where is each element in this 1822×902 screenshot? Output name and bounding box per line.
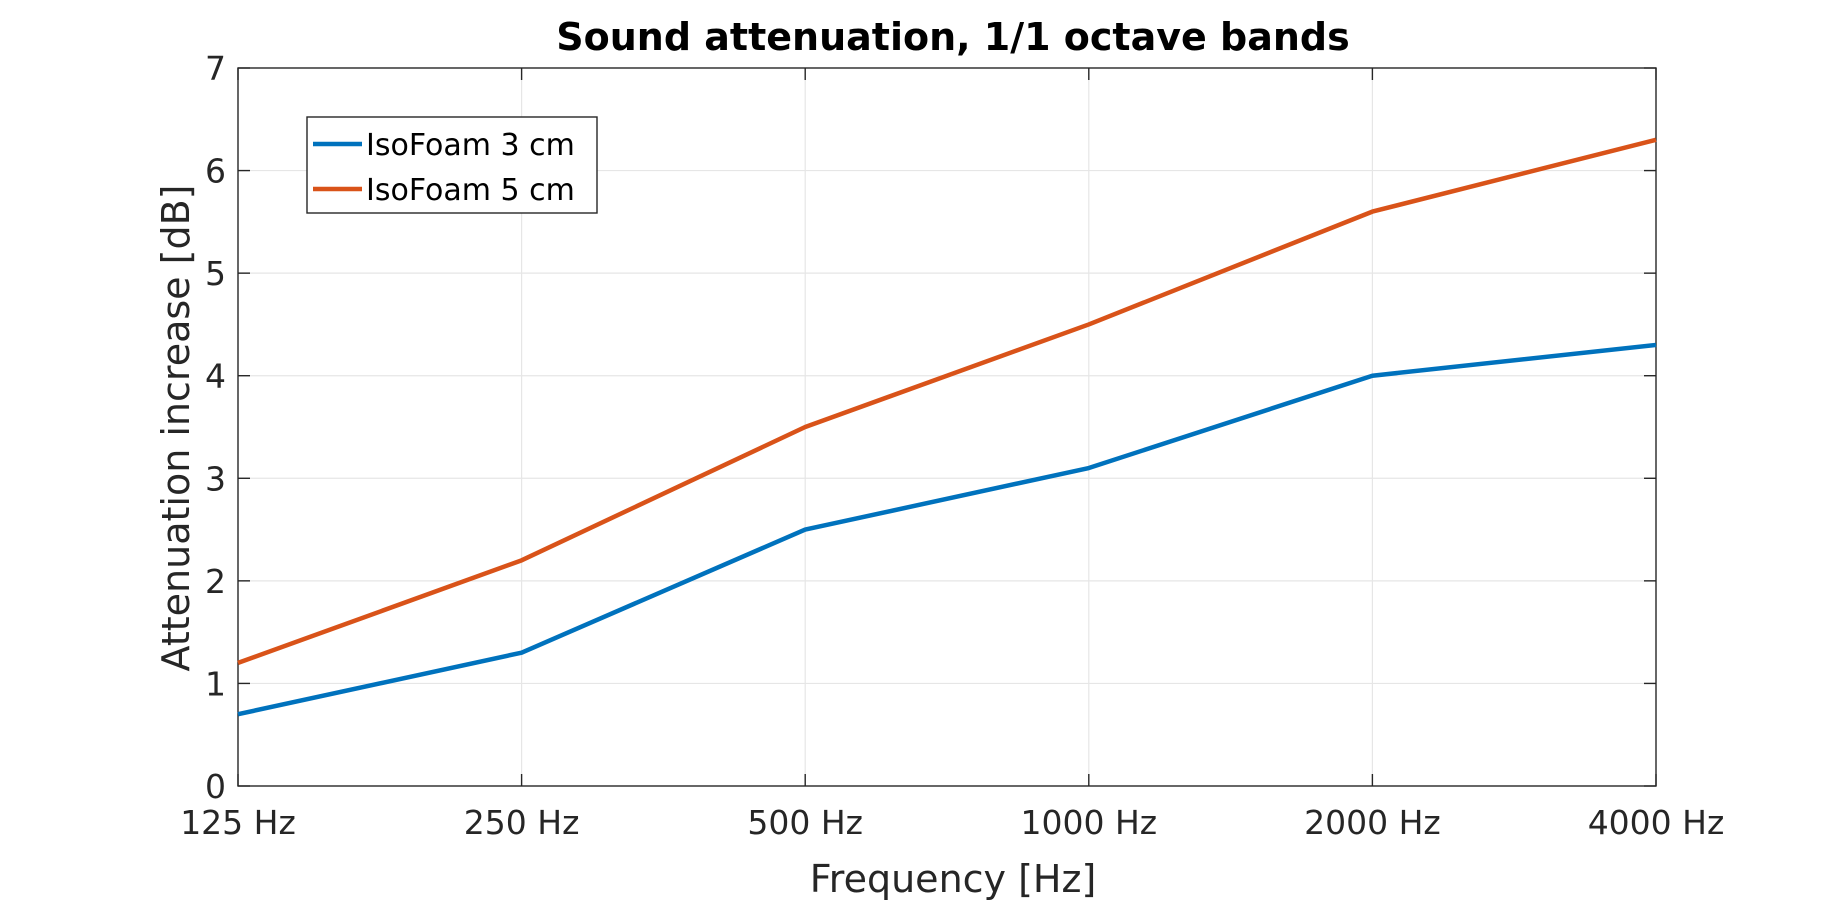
y-tick-label: 1 [205,664,226,703]
axes-box [237,67,1657,787]
x-tick-label: 125 Hz [180,803,296,842]
legend-label-1: IsoFoam 3 cm [366,128,575,163]
y-tick-label: 4 [205,357,226,396]
y-axis-label: Attenuation increase [dB] [154,185,198,672]
legend-label-2: IsoFoam 5 cm [366,173,575,208]
x-tick-label: 500 Hz [747,803,863,842]
tick-marks [237,67,1657,787]
y-tick-label: 7 [205,49,226,88]
x-tick-label: 4000 Hz [1588,803,1725,842]
y-tick-label: 5 [205,254,226,293]
y-tick-label: 3 [205,459,226,498]
series-line-1 [237,342,1657,717]
series-line-2 [237,137,1657,666]
x-tick-label: 2000 Hz [1304,803,1441,842]
chart-title: Sound attenuation, 1/1 octave bands [556,15,1349,59]
x-tick-label: 1000 Hz [1020,803,1157,842]
y-tick-label: 0 [205,767,226,806]
plot-area: 125 Hz 250 Hz 500 Hz 1000 Hz 2000 Hz 4000 Hz 0… [180,49,1724,842]
legend: IsoFoam 3 cm IsoFoam 5 cm [306,116,598,214]
x-tick-label: 250 Hz [464,803,580,842]
x-axis-label: Frequency [Hz] [810,857,1097,901]
y-tick-label: 2 [205,562,226,601]
legend-box [306,116,598,214]
y-tick-label: 6 [205,152,226,191]
